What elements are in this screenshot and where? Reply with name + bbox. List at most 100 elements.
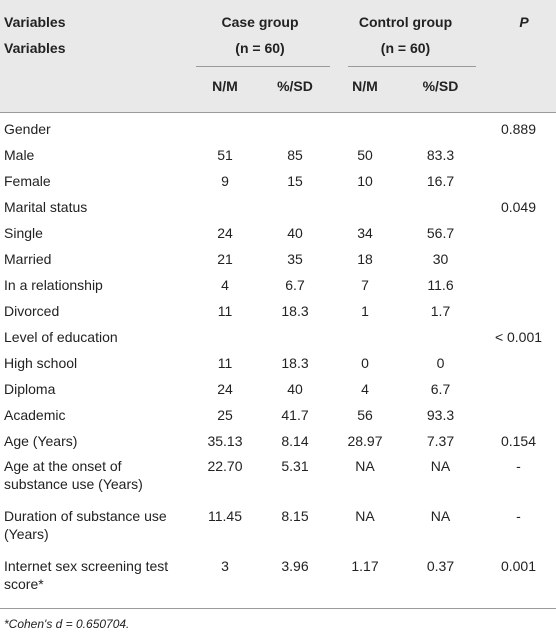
value-cell [481,246,556,272]
value-cell: 11 [217,303,233,319]
value-cell: 7.37 [426,433,455,449]
value-cell: NA [430,508,451,524]
value-cell: 3.96 [281,558,309,574]
variable-cell: Marital status [4,199,88,215]
variable-cell: Internet sex screening test score* [4,558,169,592]
value-cell: 18.3 [281,303,309,319]
table-row: Married 21 35 18 30 [0,246,556,272]
value-cell: 0.37 [426,558,455,574]
value-cell: 0.154 [500,433,537,449]
value-cell: 56 [357,407,373,423]
value-cell: 0 [436,355,445,371]
variable-cell: Married [4,251,52,267]
value-cell: 7 [361,277,369,293]
table-row: Divorced 11 18.3 1 1.7 [0,298,556,324]
group-rule [196,66,330,67]
value-cell: 25 [217,407,233,423]
table-row: Age (Years) 35.13 8.14 28.97 7.37 0.154 [0,428,556,454]
value-cell: 6.7 [430,381,451,397]
header-label: P [519,14,529,30]
value-cell [481,272,556,298]
value-cell [330,116,400,142]
value-cell: 6.7 [285,277,305,293]
group-rule [348,66,476,67]
value-cell: 4 [361,381,369,397]
value-cell: 1.17 [351,558,379,574]
value-cell: 50 [357,147,373,163]
value-cell: NA [355,508,375,524]
value-cell: 1 [361,303,369,319]
value-cell [260,116,330,142]
value-cell: 0.001 [500,558,537,574]
value-cell [481,350,556,376]
value-cell: 56.7 [426,225,455,241]
variable-cell: Divorced [4,303,60,319]
value-cell [481,298,556,324]
table-row: Single 24 40 34 56.7 [0,220,556,246]
header-label: Variables [4,40,66,56]
value-cell [400,116,481,142]
variable-cell: High school [4,355,78,371]
footnote: *Cohen's d = 0.650704. [4,617,130,631]
table-row: Internet sex screening test score* 3 3.96 1… [0,554,556,604]
value-cell: 16.7 [426,173,455,189]
value-cell: 0 [361,355,369,371]
value-cell: 41.7 [281,407,309,423]
value-cell: 34 [357,225,373,241]
value-cell [400,324,481,350]
value-cell: NA [430,458,451,474]
value-cell: 22.70 [207,458,243,474]
value-cell: - [516,458,521,474]
value-cell: < 0.001 [494,329,543,345]
value-cell: 8.14 [281,433,309,449]
value-cell: 9 [221,173,229,189]
table-row: Level of education < 0.001 [0,324,556,350]
value-cell: 10 [357,173,373,189]
value-cell [190,116,260,142]
header-label: (n = 60) [235,40,285,56]
value-cell: 4 [221,277,229,293]
value-cell [190,324,260,350]
value-cell: 1.7 [430,303,451,319]
variable-cell: Female [4,173,51,189]
value-cell: - [516,508,521,524]
value-cell: 40 [287,381,303,397]
value-cell [481,402,556,428]
value-cell: 93.3 [426,407,455,423]
table-body: Gender 0.889 Male 51 85 50 83.3 Female 9 15 10 16.7… [0,116,556,604]
table-row: Marital status 0.049 [0,194,556,220]
value-cell: 40 [287,225,303,241]
header-label: Control group [358,14,453,30]
value-cell: 3 [221,558,229,574]
sub-header: N/M [212,78,238,94]
value-cell [190,194,260,220]
variable-cell: Male [4,147,35,163]
variable-cell: Age (Years) [4,433,78,449]
value-cell: 21 [217,251,233,267]
value-cell [260,194,330,220]
header-label: Variables [4,14,66,30]
value-cell [260,324,330,350]
value-cell: 11 [217,355,233,371]
variable-cell: In a relationship [4,277,103,293]
value-cell [481,376,556,402]
table-row: Duration of substance use (Years) 11.45 8.… [0,504,556,554]
sub-header: N/M [352,78,378,94]
value-cell [330,324,400,350]
table-row: Age at the onset of substance use (Years… [0,454,556,504]
sub-header: %/SD [277,78,313,94]
value-cell: 51 [217,147,233,163]
variable-cell: Age at the onset of substance use (Years… [4,458,143,492]
value-cell [481,168,556,194]
variable-cell: Diploma [4,381,56,397]
value-cell: NA [355,458,375,474]
value-cell: 8.15 [281,508,309,524]
value-cell: 83.3 [426,147,455,163]
value-cell: 24 [217,381,233,397]
table-row: Female 9 15 10 16.7 [0,168,556,194]
variable-cell: Duration of substance use (Years) [4,508,167,542]
value-cell [481,142,556,168]
value-cell [481,220,556,246]
variable-cell: Gender [4,121,51,137]
